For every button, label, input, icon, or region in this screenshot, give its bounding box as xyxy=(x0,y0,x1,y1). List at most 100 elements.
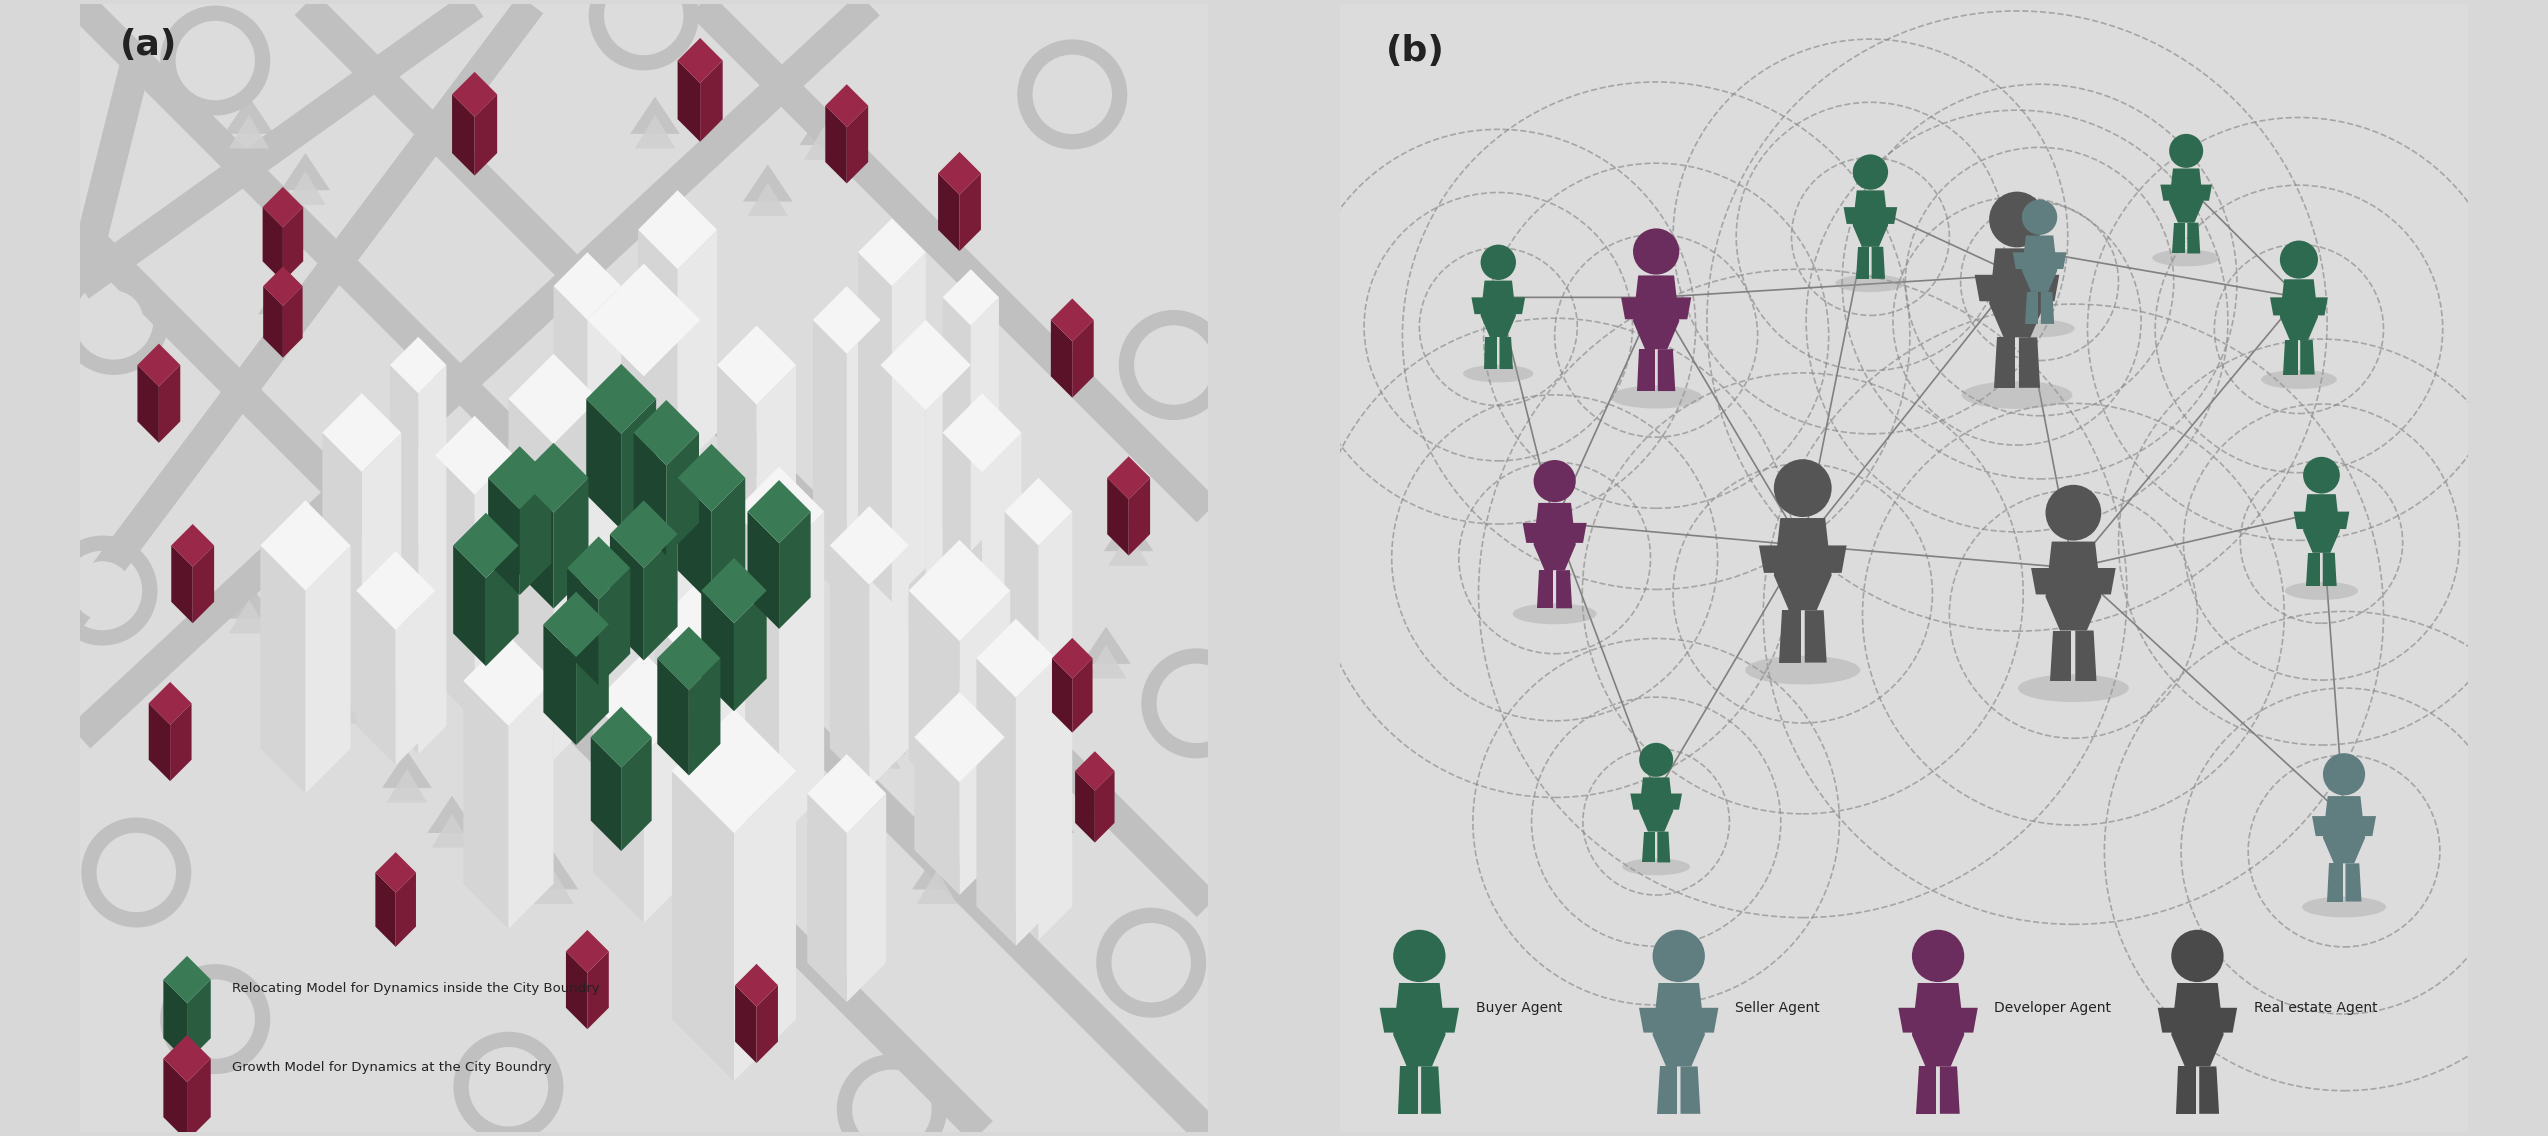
Polygon shape xyxy=(757,985,777,1063)
Polygon shape xyxy=(678,478,711,604)
Polygon shape xyxy=(138,365,158,443)
Polygon shape xyxy=(645,534,678,660)
Circle shape xyxy=(1773,459,1832,517)
Polygon shape xyxy=(634,115,675,149)
Ellipse shape xyxy=(2153,250,2219,266)
Polygon shape xyxy=(1052,658,1073,733)
Polygon shape xyxy=(2074,630,2097,680)
Polygon shape xyxy=(543,592,609,657)
Polygon shape xyxy=(747,183,787,216)
Polygon shape xyxy=(589,320,645,658)
Polygon shape xyxy=(1480,281,1516,337)
Polygon shape xyxy=(568,568,599,685)
Polygon shape xyxy=(831,506,910,585)
Polygon shape xyxy=(859,252,892,602)
Polygon shape xyxy=(1040,511,1073,941)
Polygon shape xyxy=(910,540,1009,642)
Polygon shape xyxy=(716,326,795,404)
Polygon shape xyxy=(454,545,487,666)
Polygon shape xyxy=(831,545,869,788)
Polygon shape xyxy=(808,794,846,1002)
Polygon shape xyxy=(1911,983,1965,1067)
Polygon shape xyxy=(846,106,869,184)
Polygon shape xyxy=(451,94,474,176)
Polygon shape xyxy=(968,740,1019,777)
Circle shape xyxy=(2280,241,2319,278)
Polygon shape xyxy=(1975,275,2059,301)
Polygon shape xyxy=(487,545,520,666)
Polygon shape xyxy=(566,952,589,1029)
Ellipse shape xyxy=(1623,859,1689,876)
Polygon shape xyxy=(634,400,698,466)
Text: Buyer Agent: Buyer Agent xyxy=(1475,1001,1562,1014)
Polygon shape xyxy=(973,758,1014,792)
Polygon shape xyxy=(2026,292,2038,324)
Polygon shape xyxy=(566,930,609,972)
Polygon shape xyxy=(645,703,696,924)
Polygon shape xyxy=(262,207,283,282)
Polygon shape xyxy=(436,456,474,720)
Text: (a): (a) xyxy=(120,28,176,61)
Polygon shape xyxy=(2311,816,2377,836)
Polygon shape xyxy=(736,985,757,1063)
Polygon shape xyxy=(2023,235,2056,292)
Polygon shape xyxy=(553,286,589,568)
Polygon shape xyxy=(609,534,645,660)
Circle shape xyxy=(2023,200,2056,235)
Polygon shape xyxy=(734,591,767,711)
Polygon shape xyxy=(158,365,181,443)
Polygon shape xyxy=(375,852,415,893)
Polygon shape xyxy=(586,364,657,434)
Polygon shape xyxy=(2324,796,2365,863)
Polygon shape xyxy=(224,97,273,134)
Polygon shape xyxy=(2171,983,2224,1067)
Polygon shape xyxy=(961,591,1009,810)
Polygon shape xyxy=(1852,191,1888,247)
Polygon shape xyxy=(260,500,352,591)
Polygon shape xyxy=(1075,771,1096,843)
Polygon shape xyxy=(1536,570,1554,609)
Polygon shape xyxy=(589,264,701,376)
Polygon shape xyxy=(882,365,925,613)
Polygon shape xyxy=(701,591,734,711)
Polygon shape xyxy=(629,796,680,833)
Polygon shape xyxy=(1073,658,1093,733)
Polygon shape xyxy=(148,682,191,725)
Polygon shape xyxy=(716,365,757,833)
Polygon shape xyxy=(912,852,961,889)
Polygon shape xyxy=(1024,796,1075,833)
Circle shape xyxy=(2168,134,2204,168)
Circle shape xyxy=(1990,192,2046,248)
Polygon shape xyxy=(634,433,668,556)
Polygon shape xyxy=(976,658,1017,946)
Polygon shape xyxy=(461,649,510,686)
Polygon shape xyxy=(1470,298,1526,315)
Polygon shape xyxy=(678,37,724,83)
Polygon shape xyxy=(780,511,823,838)
Polygon shape xyxy=(510,680,553,929)
Polygon shape xyxy=(1050,320,1073,398)
Polygon shape xyxy=(283,286,303,358)
Polygon shape xyxy=(341,690,382,724)
Polygon shape xyxy=(1108,478,1129,556)
Polygon shape xyxy=(1108,457,1149,499)
Polygon shape xyxy=(1534,503,1575,570)
Ellipse shape xyxy=(1463,365,1534,383)
Text: Seller Agent: Seller Agent xyxy=(1735,1001,1819,1014)
Polygon shape xyxy=(262,266,303,306)
Polygon shape xyxy=(1378,1008,1460,1033)
Polygon shape xyxy=(859,218,925,286)
Polygon shape xyxy=(436,416,515,494)
FancyBboxPatch shape xyxy=(1348,12,2461,1124)
Polygon shape xyxy=(171,703,191,782)
Circle shape xyxy=(864,1080,922,1136)
Polygon shape xyxy=(1633,275,1679,349)
Polygon shape xyxy=(2293,511,2349,529)
Polygon shape xyxy=(668,433,698,556)
Polygon shape xyxy=(2031,568,2115,594)
Polygon shape xyxy=(800,108,848,145)
Polygon shape xyxy=(1916,1067,1936,1113)
Polygon shape xyxy=(362,433,403,720)
Polygon shape xyxy=(2301,340,2314,375)
Polygon shape xyxy=(589,952,609,1029)
